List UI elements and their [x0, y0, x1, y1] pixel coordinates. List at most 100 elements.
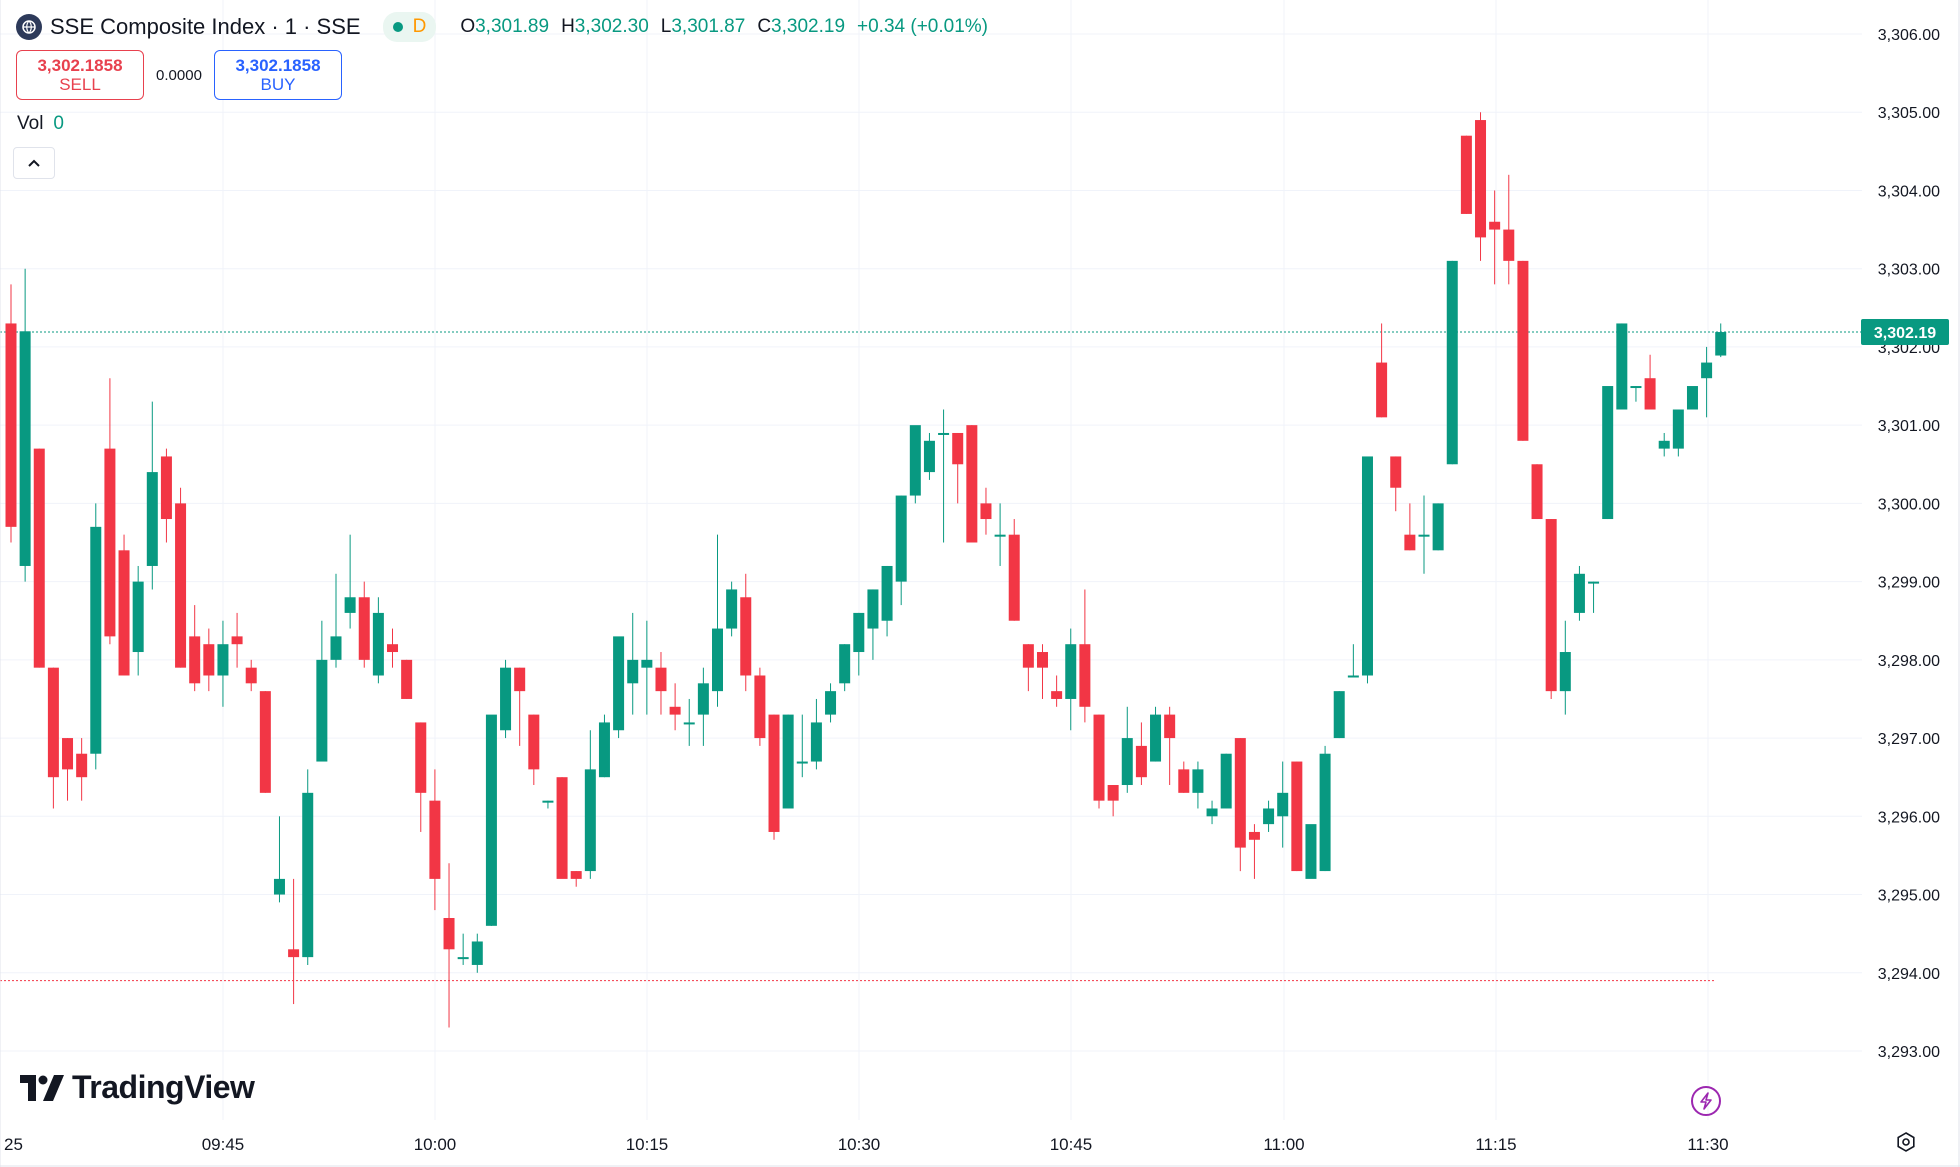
candle — [1277, 761, 1289, 848]
candle-body — [1065, 644, 1077, 699]
sell-button[interactable]: 3,302.1858 SELL — [16, 50, 144, 100]
sell-label: SELL — [59, 75, 101, 94]
candle — [1630, 386, 1642, 402]
candle-body — [1376, 362, 1388, 418]
candle-body — [528, 714, 540, 770]
candle-body — [1022, 644, 1034, 668]
candle — [782, 714, 794, 809]
candle-body — [500, 667, 512, 731]
candle-body — [1559, 652, 1571, 692]
candle — [330, 573, 342, 668]
settings-button[interactable] — [1893, 1129, 1919, 1155]
candle-body — [952, 432, 964, 465]
candle — [443, 863, 455, 1028]
time-axis: 25 09:45 10:00 10:15 10:30 10:45 11:00 11:15 11:… — [4, 1135, 1729, 1154]
globe-icon — [16, 14, 42, 40]
candle-body — [1446, 260, 1458, 465]
candle — [500, 659, 512, 739]
candle — [1701, 346, 1713, 418]
candle-body — [1333, 691, 1345, 739]
candle — [1178, 761, 1190, 793]
candle-body — [1319, 753, 1331, 872]
candle — [1065, 628, 1077, 731]
candle — [1658, 432, 1670, 457]
candle-body — [33, 448, 45, 668]
candle — [810, 698, 822, 770]
candle-body — [768, 714, 780, 832]
candle-body — [966, 425, 978, 543]
x-tick-label: 11:30 — [1687, 1135, 1728, 1154]
candle-body — [1008, 534, 1020, 621]
candle — [1022, 644, 1034, 692]
candle — [245, 659, 257, 692]
candle-body — [1460, 135, 1472, 214]
candle — [485, 714, 497, 926]
candle — [980, 487, 992, 535]
candle-body — [1503, 229, 1515, 261]
candle-body — [1093, 714, 1105, 801]
tradingview-logo[interactable]: TradingView — [20, 1069, 255, 1106]
candle — [754, 667, 766, 746]
candle-body — [1263, 808, 1275, 825]
x-tick-label: 11:15 — [1475, 1135, 1516, 1154]
candle — [1418, 495, 1430, 574]
collapse-legend-button[interactable] — [13, 147, 55, 179]
candle-body — [825, 691, 837, 715]
buy-label: BUY — [260, 75, 296, 94]
last-price-tag: 3,302.19 — [1861, 319, 1949, 346]
buy-button[interactable]: 3,302.1858 BUY — [214, 50, 342, 100]
candle — [344, 534, 356, 629]
last-price-tag-box — [1861, 319, 1949, 346]
candle-body — [1291, 761, 1303, 872]
candle — [1234, 738, 1246, 872]
candle-body — [1644, 378, 1656, 410]
candle-body — [1475, 120, 1487, 238]
candle-body — [1248, 831, 1260, 840]
trade-panel: 3,302.1858 SELL 0.0000 3,302.1858 BUY — [16, 50, 342, 100]
candle-body — [514, 667, 526, 692]
symbol-title[interactable]: SSE Composite Index · 1 · SSE — [50, 14, 361, 39]
candle — [1333, 691, 1345, 739]
candle — [1150, 706, 1162, 762]
candle-body — [1361, 456, 1373, 676]
candle — [839, 644, 851, 692]
sell-price: 3,302.1858 — [37, 56, 123, 75]
candle-body — [1517, 260, 1529, 441]
y-tick-label: 3,301.00 — [1878, 418, 1940, 435]
candle-body — [358, 597, 370, 660]
candle-body — [273, 878, 285, 895]
x-tick-label: 09:45 — [202, 1135, 245, 1154]
candle — [881, 565, 893, 637]
candle-body — [881, 565, 893, 621]
ohlc-legend: O3,301.89 H3,302.30 L3,301.87 C3,302.19 … — [460, 16, 988, 38]
market-status[interactable]: D — [382, 12, 437, 42]
candle — [867, 589, 879, 660]
chart-grid — [0, 0, 1862, 1120]
x-tick-label: 10:30 — [838, 1135, 881, 1154]
delay-indicator: D — [412, 16, 427, 37]
volume-value: 0 — [53, 113, 64, 134]
candle-body — [895, 495, 907, 582]
candle-body — [683, 722, 695, 725]
candle — [923, 432, 935, 480]
candle — [655, 652, 667, 715]
candle — [1602, 386, 1614, 520]
lightning-button[interactable] — [1691, 1086, 1721, 1116]
candle — [5, 284, 17, 543]
candle — [302, 769, 314, 965]
candle — [1164, 706, 1176, 786]
candle-body — [372, 612, 384, 676]
candle-body — [570, 871, 582, 879]
candle-body — [302, 792, 314, 958]
candle-body — [90, 526, 102, 754]
candle — [1319, 745, 1331, 872]
candle-body — [726, 589, 738, 629]
candles — [5, 112, 1727, 1028]
candle — [1545, 519, 1557, 699]
candle — [47, 667, 59, 809]
candle-body — [104, 448, 116, 637]
x-tick-label: 10:45 — [1050, 1135, 1093, 1154]
candle-body — [1192, 769, 1204, 793]
ohlc-high: H3,302.30 — [561, 16, 649, 37]
